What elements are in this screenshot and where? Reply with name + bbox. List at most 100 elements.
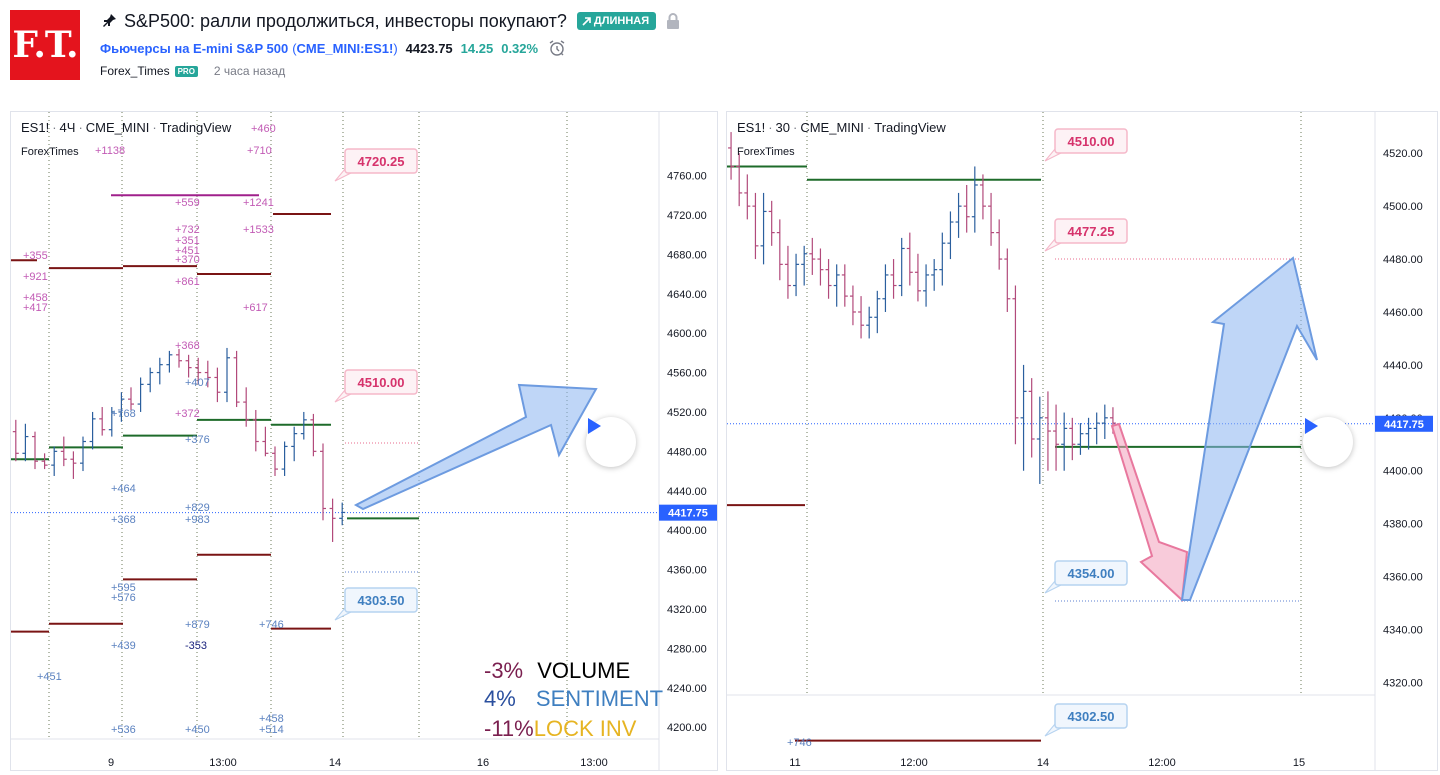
chart-30m-canvas[interactable]: 4520.004500.004480.004460.004440.004420.… [727, 112, 1438, 771]
volume-profile-label: +368 [175, 340, 200, 352]
candle [1085, 417, 1092, 450]
stat-lock-inv-value: -11% [484, 716, 534, 741]
candle [281, 441, 288, 476]
candle [156, 357, 163, 385]
stat-volume: -3% VOLUME [484, 658, 630, 684]
stat-lock-inv-label: LOCK INV [533, 716, 637, 741]
time-tick-label: 12:00 [1148, 757, 1176, 769]
price-tick-label: 4320.00 [667, 604, 707, 616]
price-tick-label: 4320.00 [1383, 677, 1423, 689]
volume-profile-label: +1533 [243, 224, 274, 236]
candle [1004, 248, 1011, 312]
volume-profile-label: +514 [259, 724, 284, 736]
arrow-up-right-icon [582, 16, 591, 26]
candle [233, 350, 240, 408]
level-callout [1054, 560, 1128, 586]
volume-profile-label: +451 [37, 671, 62, 683]
time-tick-label: 14 [1037, 757, 1049, 769]
title-row: S&P500: ралли продолжиться, инвесторы по… [100, 10, 680, 32]
trend-arrow-icon [353, 383, 598, 511]
candle [272, 446, 278, 476]
candle [1093, 412, 1100, 445]
stat-lock-inv: -11%LOCK INV [484, 716, 636, 742]
lock-icon [667, 13, 680, 29]
stat-sentiment: 4% SENTIMENT [484, 686, 663, 712]
play-button[interactable] [1303, 417, 1353, 467]
level-callout [1054, 218, 1128, 244]
candle [1036, 396, 1043, 484]
play-button[interactable] [586, 417, 636, 467]
last-price-tag [659, 504, 717, 521]
legend-interval: 4Ч [59, 120, 76, 135]
volume-profile-label: +1241 [243, 197, 274, 209]
candle [866, 306, 873, 339]
candle [70, 451, 77, 479]
stat-sentiment-value: 4% [484, 686, 516, 711]
candle [137, 377, 144, 412]
price-tick-label: 4400.00 [667, 525, 707, 537]
candle [971, 166, 978, 233]
volume-profile-label: +451 [175, 245, 200, 257]
price-tick-label: 4440.00 [1383, 360, 1423, 372]
candle [89, 411, 96, 450]
price-tick-label: 4600.00 [667, 328, 707, 340]
candle [243, 387, 250, 427]
candle [793, 253, 800, 297]
candle [1012, 285, 1019, 445]
level-callout [1054, 128, 1128, 154]
legend-exchange: CME_MINI [85, 120, 150, 135]
candle [1077, 423, 1084, 455]
play-icon [588, 418, 601, 434]
symbol-change-pct: 0.32% [501, 40, 539, 56]
candle [979, 174, 986, 220]
candle [80, 436, 86, 472]
time-tick-label: 14 [329, 757, 341, 769]
chart-4h-canvas[interactable]: 4760.00 4720.00 4680.00 4640.00 4600.00 4560.… [11, 112, 718, 771]
candle [252, 409, 259, 452]
author-name[interactable]: Forex_Times [100, 64, 170, 78]
price-tick-label: 4360.00 [1383, 572, 1423, 584]
forex-times-logo[interactable]: F.T. [10, 10, 80, 80]
legend-exchange: CME_MINI [800, 120, 864, 135]
level-callout [1054, 703, 1128, 729]
chart-4h[interactable]: 4760.00 4720.00 4680.00 4640.00 4600.00 4560.… [10, 111, 718, 771]
candle [914, 253, 921, 302]
price-tick-label: 4640.00 [667, 289, 707, 301]
volume-profile-label: +595 [111, 582, 136, 594]
idea-title: S&P500: ралли продолжиться, инвесторы по… [124, 10, 567, 31]
candle [195, 357, 202, 385]
volume-profile-label: +355 [23, 250, 48, 262]
candle [300, 411, 307, 440]
candle [224, 347, 230, 403]
candle [963, 184, 970, 233]
legend-interval: 30 [775, 120, 790, 135]
volume-profile-label: +376 [185, 434, 210, 446]
symbol-ticker[interactable]: CME_MINI:ES1! [296, 40, 394, 56]
price-tick-label: 4280.00 [667, 643, 707, 655]
candle [1101, 404, 1108, 439]
chart-30m[interactable]: 4520.004500.004480.004460.004440.004420.… [726, 111, 1438, 771]
legend-symbol: ES1! [737, 120, 766, 135]
volume-profile-label: +370 [175, 254, 200, 266]
volume-profile-label: +861 [175, 276, 200, 288]
volume-profile-label: +921 [23, 271, 48, 283]
candle [1020, 364, 1027, 471]
candle [833, 264, 840, 307]
volume-profile-label: +460 [251, 123, 276, 135]
trend-arrow-icon [1110, 422, 1189, 603]
alarm-clock-icon[interactable] [548, 39, 566, 57]
symbol-name[interactable]: Фьючерсы на E-mini S&P 500 [100, 40, 289, 56]
candle [176, 348, 182, 368]
candle [809, 237, 816, 275]
time-tick-label: 11 [789, 757, 800, 769]
volume-profile-label: +768 [111, 408, 136, 420]
candle [744, 174, 751, 220]
candle [728, 132, 735, 180]
candle [955, 192, 962, 238]
candle [60, 436, 67, 467]
volume-profile-label: +458 [23, 292, 48, 304]
candle [988, 192, 995, 246]
candle [817, 248, 824, 286]
candle [1028, 378, 1035, 458]
volume-profile-label: +746 [259, 619, 284, 631]
